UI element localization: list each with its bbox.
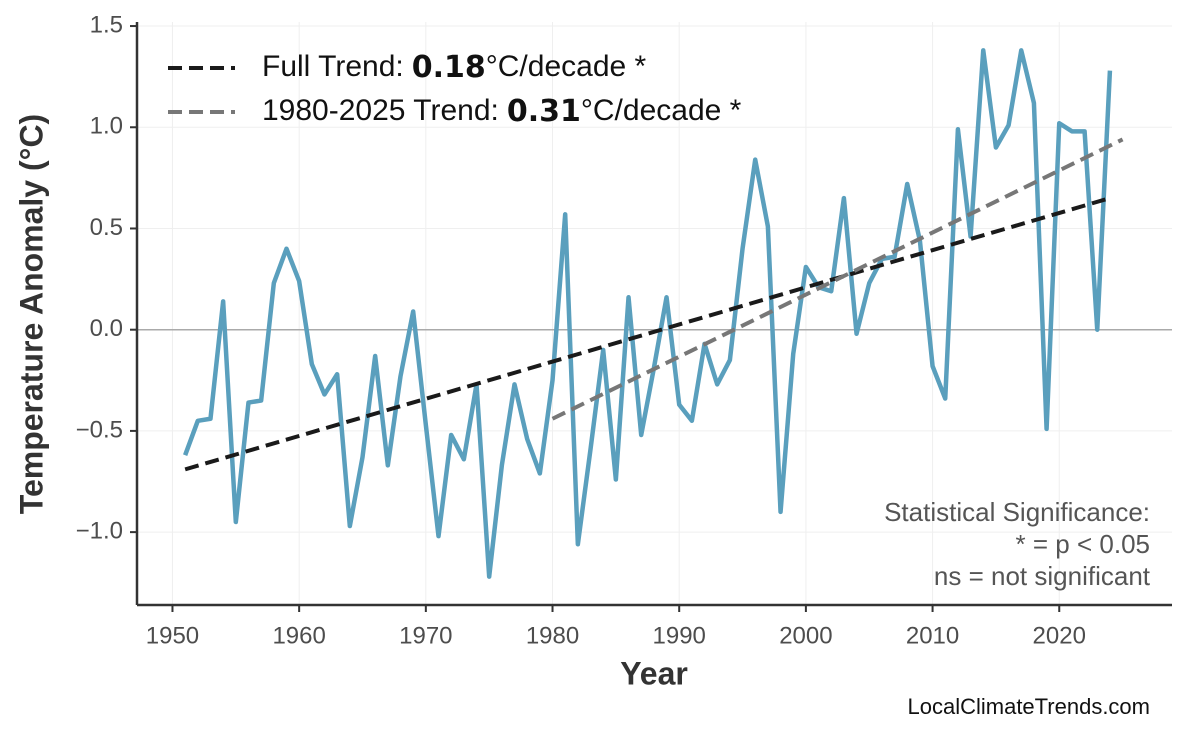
legend-name: 1980-2025 Trend: — [262, 94, 499, 127]
x-tick-label: 2000 — [779, 622, 832, 649]
annotation: Statistical Significance: — [884, 497, 1150, 527]
x-tick-label: 1960 — [272, 622, 325, 649]
legend-name: Full Trend: — [262, 50, 404, 83]
data-line — [183, 48, 1113, 579]
x-tick-label: 1950 — [146, 622, 199, 649]
y-tick-label: 1.0 — [90, 113, 123, 140]
trend-line — [184, 196, 1111, 472]
legend-suffix: °C/decade * — [486, 50, 647, 83]
legend-label: 1980-2025 Trend: 0.31°C/decade * — [262, 94, 742, 129]
legend-rate: 0.31 — [507, 94, 581, 129]
x-tick-label: 1990 — [653, 622, 706, 649]
y-tick-label: −1.0 — [76, 517, 123, 544]
source: LocalClimateTrends.com — [908, 694, 1151, 719]
trend-line — [551, 137, 1124, 421]
x-axis-label: Year — [620, 655, 688, 691]
y-tick-label: 0.5 — [90, 214, 123, 241]
x-tick-label: 1970 — [399, 622, 452, 649]
annotation: ns = not significant — [934, 561, 1151, 591]
y-tick-label: −0.5 — [76, 416, 123, 443]
legend-rate: 0.18 — [412, 50, 486, 85]
annotation: * = p < 0.05 — [1016, 529, 1150, 559]
x-tick-label: 2010 — [906, 622, 959, 649]
x-tick-label: 1980 — [526, 622, 579, 649]
y-tick-label: 1.5 — [90, 11, 123, 38]
x-tick-label: 2020 — [1033, 622, 1086, 649]
legend-label: Full Trend: 0.18°C/decade * — [262, 50, 647, 85]
y-axis-label: Temperature Anomaly (°C) — [13, 114, 49, 514]
legend-suffix: °C/decade * — [581, 94, 742, 127]
y-tick-label: 0.0 — [90, 315, 123, 342]
